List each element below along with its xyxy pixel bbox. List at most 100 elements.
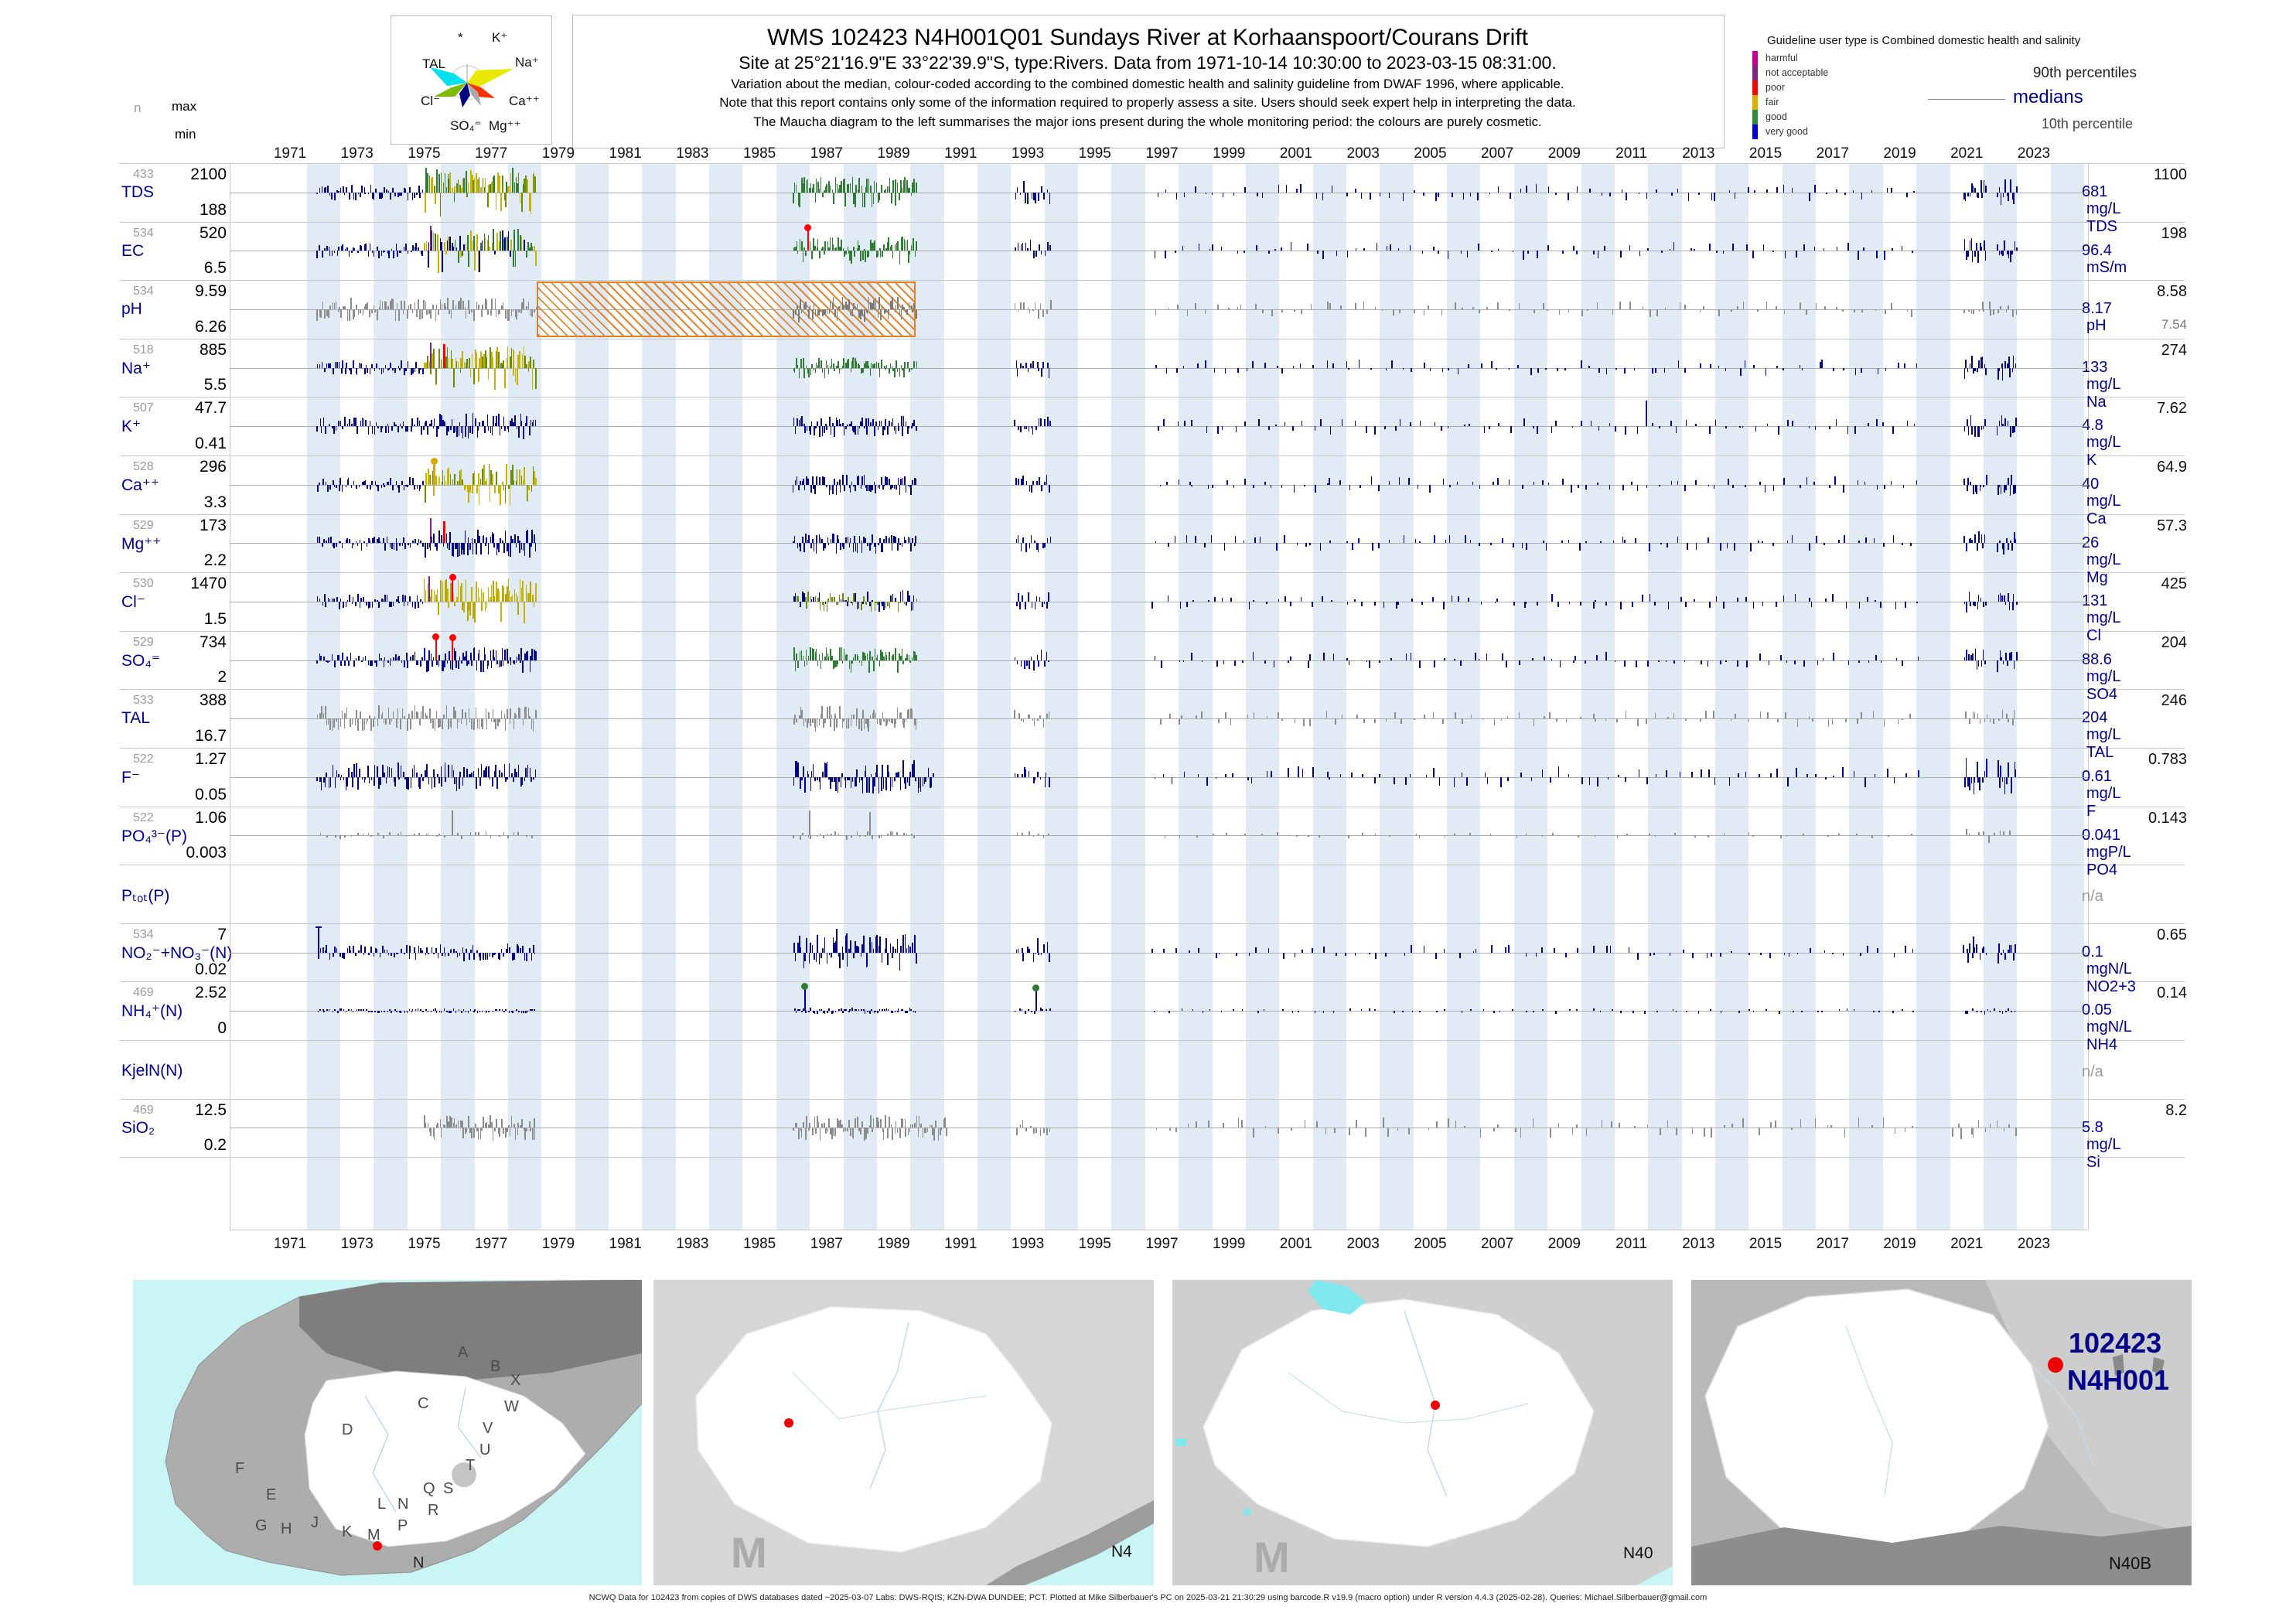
data-bar — [865, 655, 867, 660]
data-bar — [870, 1114, 872, 1128]
data-bar — [892, 367, 894, 372]
data-bar — [1026, 248, 1029, 251]
data-bar — [490, 347, 491, 368]
data-bar — [380, 367, 383, 374]
data-bar — [1046, 714, 1048, 719]
data-bar — [1537, 601, 1539, 606]
data-bar — [369, 421, 371, 427]
data-bar — [449, 473, 452, 485]
data-bar — [431, 947, 433, 953]
data-bar — [490, 650, 492, 660]
data-bar — [1986, 715, 1988, 719]
data-bar — [356, 367, 358, 375]
data-bar — [436, 660, 438, 666]
data-bar — [913, 935, 916, 953]
data-bar — [328, 363, 329, 368]
data-bar — [1629, 245, 1631, 251]
data-bar — [1835, 306, 1837, 309]
data-bar — [1253, 711, 1255, 719]
data-bar — [377, 247, 378, 251]
data-bar — [1916, 480, 1918, 485]
data-bar — [483, 464, 485, 485]
data-bar — [467, 1011, 469, 1013]
data-bar — [487, 426, 490, 431]
data-bar — [519, 469, 521, 485]
data-bar — [1998, 367, 2000, 371]
data-bar — [1393, 309, 1394, 316]
data-bar — [826, 952, 828, 964]
data-bar — [2008, 1124, 2010, 1128]
data-bar — [1708, 537, 1710, 544]
data-bar — [1973, 776, 1975, 794]
data-bar — [1345, 952, 1346, 956]
row-10th-percentile: 7.54 — [2161, 317, 2187, 333]
data-bar — [937, 1128, 940, 1141]
data-bar — [1041, 367, 1042, 377]
data-bar — [499, 718, 501, 723]
data-bar — [1460, 251, 1462, 254]
data-bar — [421, 426, 422, 435]
data-bar — [444, 302, 445, 309]
data-bar — [2006, 776, 2008, 784]
data-bar — [534, 1009, 536, 1012]
data-bar — [1038, 660, 1039, 667]
map-region-letter: B — [490, 1358, 500, 1375]
data-bar — [324, 309, 326, 319]
data-bar — [377, 484, 379, 491]
data-bar — [830, 718, 831, 728]
data-bar — [465, 309, 467, 319]
data-bar — [849, 183, 851, 193]
data-bar — [902, 590, 904, 602]
data-bar — [849, 537, 851, 544]
data-bar — [824, 543, 826, 549]
data-bar — [844, 426, 847, 429]
data-bar — [508, 1124, 510, 1128]
data-bar — [530, 582, 531, 602]
data-bar — [861, 943, 863, 953]
data-bar — [2002, 251, 2004, 256]
maucha-label-cl: Cl⁻ — [421, 94, 441, 108]
data-bar — [1796, 768, 1797, 777]
data-bar — [339, 541, 342, 544]
data-bar — [1352, 543, 1353, 551]
data-bar — [909, 1124, 912, 1128]
data-bar — [1360, 192, 1363, 200]
data-bar — [1458, 595, 1459, 602]
row-unit-label: mg/L Si — [2086, 1135, 2120, 1171]
data-bar — [1695, 543, 1697, 550]
data-bar — [1256, 245, 1257, 251]
data-bar — [489, 246, 490, 251]
data-bar — [837, 481, 838, 485]
data-bar — [438, 309, 440, 315]
data-bar — [875, 773, 877, 777]
data-bar — [440, 580, 442, 602]
data-bar — [832, 422, 834, 427]
data-bar — [1326, 302, 1329, 309]
data-bar — [346, 309, 349, 321]
data-bar — [858, 947, 859, 953]
data-bar — [456, 543, 459, 558]
data-bar — [1823, 543, 1825, 545]
data-bar — [887, 1009, 889, 1012]
data-bar — [2012, 356, 2015, 368]
data-bar — [1977, 251, 1979, 264]
data-bar — [867, 543, 869, 546]
data-bar — [1157, 192, 1159, 198]
data-bar — [392, 299, 394, 309]
data-bar — [1341, 715, 1343, 719]
data-bar — [904, 362, 906, 368]
data-bar — [450, 350, 452, 368]
data-bar — [1764, 484, 1766, 493]
data-bar — [345, 1011, 347, 1013]
data-bar — [1597, 251, 1599, 258]
data-bar — [810, 1008, 811, 1012]
data-bar — [353, 309, 354, 320]
data-bar — [1649, 834, 1651, 836]
year-tick-label: 1977 — [475, 1236, 508, 1252]
data-bar — [1895, 657, 1898, 660]
data-bar — [878, 192, 879, 203]
data-bar — [875, 543, 877, 554]
data-bar — [520, 413, 522, 427]
data-bar — [1233, 484, 1235, 488]
data-bar — [1796, 952, 1799, 955]
